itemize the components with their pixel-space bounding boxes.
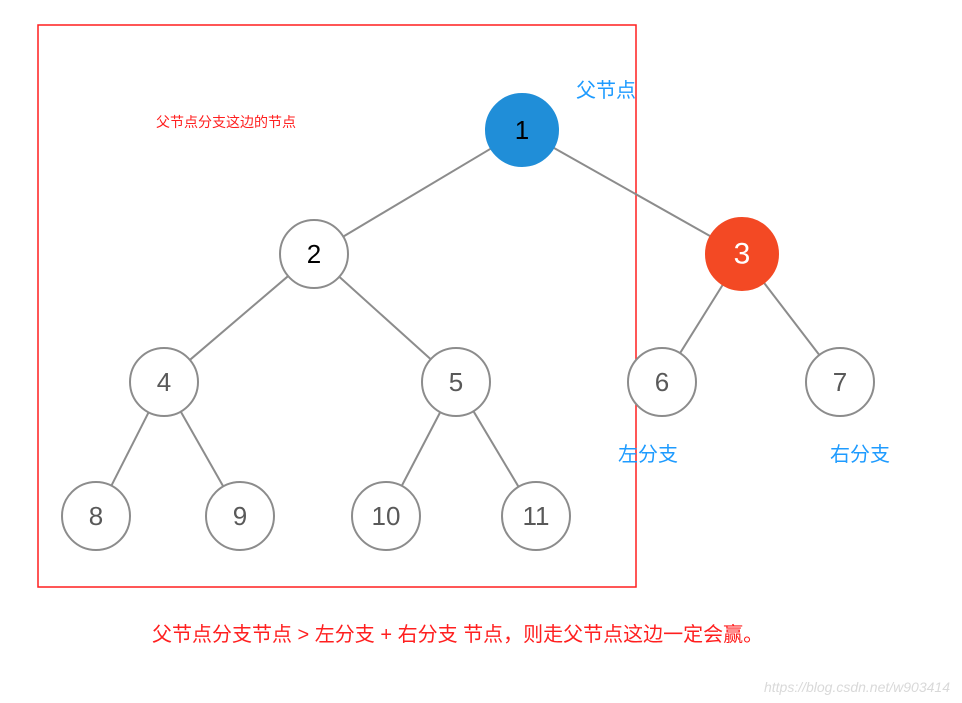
- tree-node-label: 5: [449, 367, 463, 397]
- edge: [190, 276, 288, 360]
- tree-node-label: 7: [833, 367, 847, 397]
- ann-left-branch: 左分支: [618, 438, 678, 467]
- edge: [402, 412, 441, 486]
- ann-box-caption: 父节点分支这边的节点: [156, 112, 296, 132]
- edge: [111, 412, 148, 485]
- edge: [343, 148, 491, 236]
- tree-node-label: 1: [515, 115, 529, 145]
- edge: [473, 411, 518, 487]
- tree-node-label: 11: [523, 501, 550, 531]
- ann-parent: 父节点: [576, 74, 636, 103]
- ann-right-branch: 右分支: [830, 438, 890, 467]
- tree-node-label: 8: [89, 501, 103, 531]
- tree-node-label: 2: [307, 239, 321, 269]
- edge: [553, 148, 710, 237]
- tree-node-label: 10: [372, 501, 401, 531]
- edge: [181, 412, 223, 487]
- edge: [339, 277, 430, 359]
- diagram-svg: 1 2 3 4 5 6 7 8 9 10 11: [0, 0, 962, 703]
- watermark: https://blog.csdn.net/w903414: [764, 679, 950, 695]
- edge: [764, 283, 819, 355]
- edge: [680, 285, 723, 354]
- tree-node-label: 9: [233, 501, 247, 531]
- ann-conclusion: 父节点分支节点 > 左分支 + 右分支 节点，则走父节点这边一定会赢。: [152, 618, 763, 647]
- tree-node-label: 3: [734, 238, 751, 271]
- tree-node-label: 4: [157, 367, 171, 397]
- tree-node-label: 6: [655, 367, 669, 397]
